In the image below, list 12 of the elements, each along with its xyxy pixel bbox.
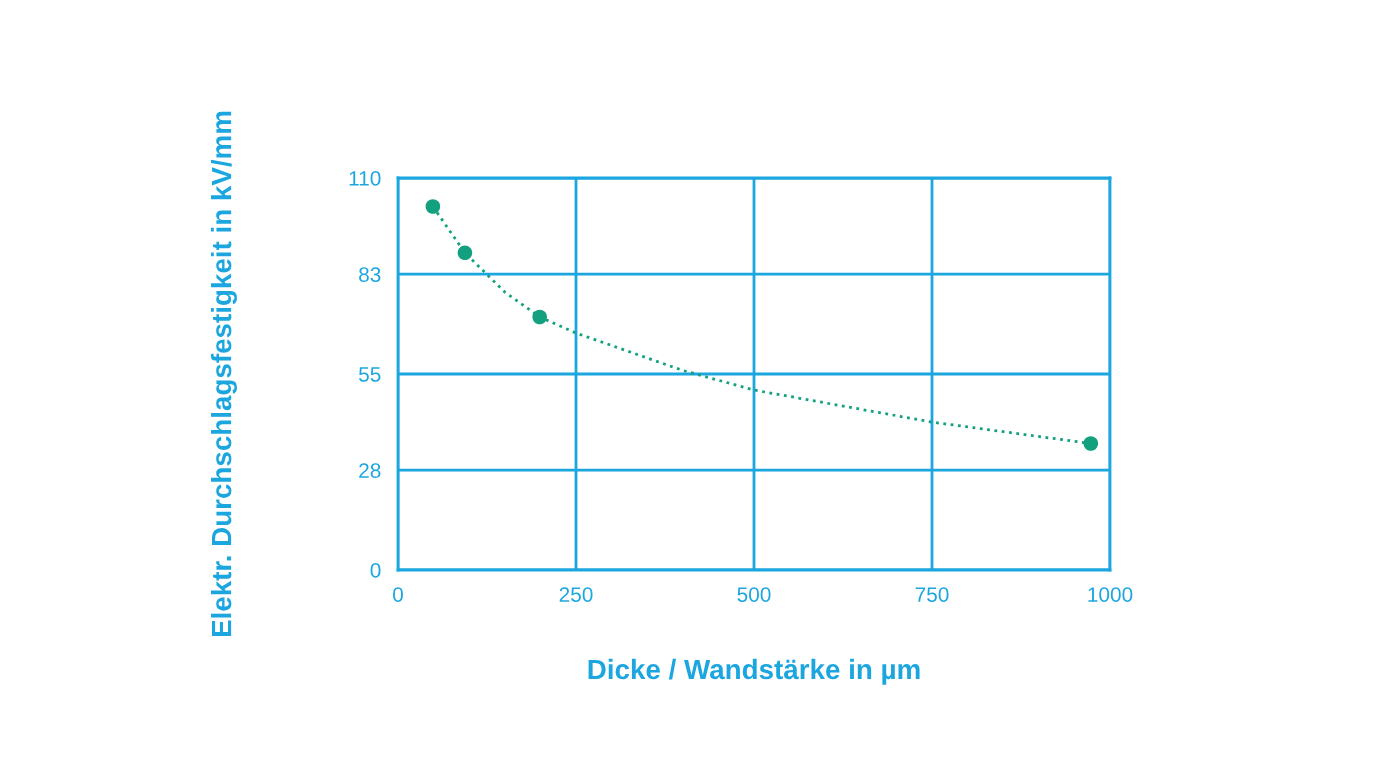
y-tick-label: 55 [359, 367, 381, 382]
y-tick-label: 83 [359, 267, 381, 282]
x-tick-label: 0 [393, 587, 403, 602]
x-tick-label: 500 [737, 587, 771, 602]
x-tick-label: 1000 [1088, 587, 1133, 602]
y-axis-title: Elektr. Durchschlagsfestigkeit in kV/mm [210, 111, 237, 637]
y-tick-label: 0 [370, 563, 381, 578]
x-tick-label: 250 [559, 587, 593, 602]
y-tick-label: 110 [349, 171, 381, 186]
y-tick-label: 28 [359, 463, 381, 478]
x-tick-label: 750 [915, 587, 949, 602]
x-axis-title: Dicke / Wandstärke in µm [588, 658, 920, 685]
